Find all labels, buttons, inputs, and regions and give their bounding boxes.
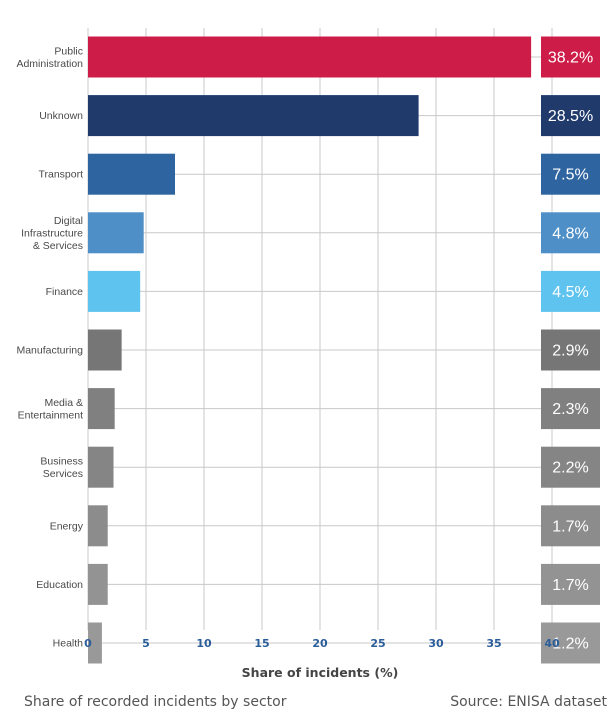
value-label-health: 1.2% xyxy=(552,636,588,653)
bar-health xyxy=(88,622,102,664)
x-tick-25: 25 xyxy=(370,637,385,650)
value-badge-health xyxy=(541,622,600,664)
value-label-manufacturing: 2.9% xyxy=(552,343,588,360)
sector-incidents-bar-chart: Public Administration 38.2% Unknown 28.5% Tra… xyxy=(16,28,600,680)
bar-media-and-entertainment xyxy=(88,388,115,430)
category-label-energy: Energy xyxy=(50,520,84,532)
bar-education xyxy=(88,563,108,605)
value-label-unknown: 28.5% xyxy=(548,108,593,125)
bar-digital-infrastructure-and-services xyxy=(88,212,144,254)
bar-energy xyxy=(88,505,108,547)
value-label-energy: 1.7% xyxy=(552,518,588,535)
x-tick-30: 30 xyxy=(428,637,444,650)
source-note: Source: ENISA dataset xyxy=(450,694,607,710)
category-label-transport: Transport xyxy=(38,169,83,181)
bar-manufacturing xyxy=(88,329,122,371)
chart-caption: Share of recorded incidents by sector xyxy=(24,694,287,710)
category-label-manufacturing: Manufacturing xyxy=(16,345,83,357)
category-label-education: Education xyxy=(36,579,83,591)
value-label-digital-infrastructure-and-services: 4.8% xyxy=(552,225,588,242)
x-tick-15: 15 xyxy=(254,637,269,650)
category-label-digital-infrastructure-and-services: Digital Infrastructure & Services xyxy=(21,215,83,252)
value-label-finance: 4.5% xyxy=(552,284,588,301)
category-label-public-administration: Public Administration xyxy=(16,45,83,70)
bar-public-administration xyxy=(88,36,532,78)
value-badge-manufacturing xyxy=(541,329,600,371)
value-badge-media-and-entertainment xyxy=(541,388,600,430)
bar-finance xyxy=(88,270,141,312)
value-badge-digital-infrastructure-and-services xyxy=(541,212,600,254)
value-badge-education xyxy=(541,563,600,605)
value-badge-unknown xyxy=(541,95,600,137)
x-tick-10: 10 xyxy=(196,637,212,650)
category-label-media-and-entertainment: Media & Entertainment xyxy=(18,397,83,422)
value-label-public-administration: 38.2% xyxy=(548,50,593,67)
bar-unknown xyxy=(88,95,419,137)
value-label-business-services: 2.2% xyxy=(552,460,588,477)
value-badge-transport xyxy=(541,153,600,195)
bar-transport xyxy=(88,153,175,195)
x-tick-35: 35 xyxy=(486,637,501,650)
value-label-education: 1.7% xyxy=(552,577,588,594)
value-badge-public-administration xyxy=(541,36,600,78)
category-label-health: Health xyxy=(53,638,84,650)
x-tick-0: 0 xyxy=(84,637,92,650)
category-label-finance: Finance xyxy=(46,286,84,298)
value-label-transport: 7.5% xyxy=(552,167,588,184)
x-tick-20: 20 xyxy=(312,637,328,650)
x-tick-40: 40 xyxy=(544,637,560,650)
category-label-unknown: Unknown xyxy=(39,110,83,122)
value-badge-business-services xyxy=(541,446,600,488)
x-tick-5: 5 xyxy=(142,637,150,650)
category-label-business-services: Business Services xyxy=(40,455,83,480)
value-label-media-and-entertainment: 2.3% xyxy=(552,401,588,418)
bar-business-services xyxy=(88,446,114,488)
x-axis-title: Share of incidents (%) xyxy=(242,665,399,680)
value-badge-energy xyxy=(541,505,600,547)
value-badge-finance xyxy=(541,270,600,312)
